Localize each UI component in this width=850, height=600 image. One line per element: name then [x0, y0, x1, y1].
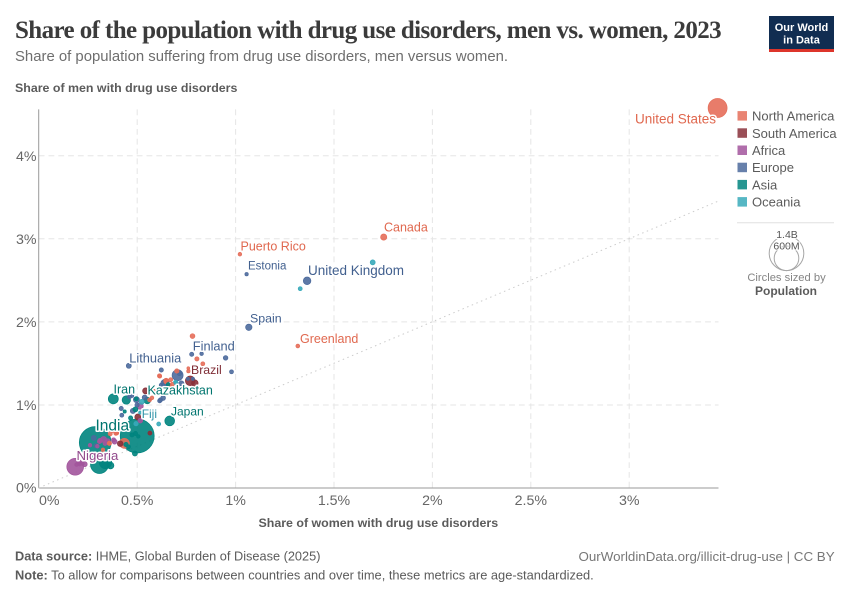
svg-text:2%: 2% — [422, 493, 443, 509]
svg-text:United Kingdom: United Kingdom — [308, 263, 404, 278]
svg-text:0.5%: 0.5% — [121, 493, 154, 509]
svg-text:Population: Population — [755, 284, 817, 298]
svg-text:Fiji: Fiji — [142, 407, 157, 421]
svg-text:South America: South America — [752, 126, 837, 141]
svg-text:OurWorldinData.org/illicit-dru: OurWorldinData.org/illicit-drug-use | CC… — [579, 549, 835, 564]
svg-text:Share of the population with d: Share of the population with drug use di… — [15, 17, 721, 44]
svg-text:Greenland: Greenland — [300, 332, 358, 346]
svg-text:3%: 3% — [16, 232, 37, 248]
svg-text:Lithuania: Lithuania — [129, 351, 182, 366]
svg-text:Japan: Japan — [171, 405, 204, 419]
svg-text:North America: North America — [752, 109, 835, 124]
svg-text:Africa: Africa — [752, 143, 786, 158]
svg-text:Share of men with drug use dis: Share of men with drug use disorders — [15, 81, 237, 95]
svg-text:Iran: Iran — [114, 383, 136, 397]
svg-text:Share of population suffering: Share of population suffering from drug … — [15, 49, 508, 65]
svg-text:Estonia: Estonia — [248, 260, 287, 272]
svg-text:3%: 3% — [619, 493, 640, 509]
svg-text:Circles sized by: Circles sized by — [747, 272, 826, 284]
svg-text:0%: 0% — [39, 493, 60, 509]
svg-text:Kazakhstan: Kazakhstan — [148, 384, 213, 398]
svg-text:Oceania: Oceania — [752, 195, 801, 210]
svg-text:Nigeria: Nigeria — [77, 448, 119, 463]
svg-text:Finland: Finland — [193, 339, 235, 354]
svg-text:1.4B: 1.4B — [776, 229, 798, 241]
svg-text:Canada: Canada — [384, 221, 428, 235]
svg-text:Note: To allow for comparisons: Note: To allow for comparisons between c… — [15, 568, 594, 583]
svg-text:600M: 600M — [773, 241, 799, 253]
svg-text:2%: 2% — [16, 315, 37, 331]
svg-text:Our World: Our World — [775, 22, 829, 34]
svg-text:2.5%: 2.5% — [515, 493, 548, 509]
svg-text:Puerto Rico: Puerto Rico — [241, 239, 306, 253]
svg-text:1%: 1% — [225, 493, 246, 509]
svg-text:Share of women with drug use d: Share of women with drug use disorders — [259, 516, 499, 530]
svg-text:Brazil: Brazil — [191, 363, 222, 377]
svg-text:India: India — [96, 418, 130, 435]
svg-text:Asia: Asia — [752, 177, 778, 192]
svg-text:4%: 4% — [16, 149, 37, 165]
svg-text:Europe: Europe — [752, 160, 794, 175]
svg-text:1%: 1% — [16, 398, 37, 414]
svg-text:0%: 0% — [16, 481, 37, 497]
svg-text:Data source: IHME, Global Burd: Data source: IHME, Global Burden of Dise… — [15, 549, 320, 564]
svg-text:in Data: in Data — [783, 35, 821, 47]
svg-text:1.5%: 1.5% — [318, 493, 351, 509]
svg-text:Spain: Spain — [250, 312, 282, 326]
svg-text:United States: United States — [635, 112, 716, 127]
